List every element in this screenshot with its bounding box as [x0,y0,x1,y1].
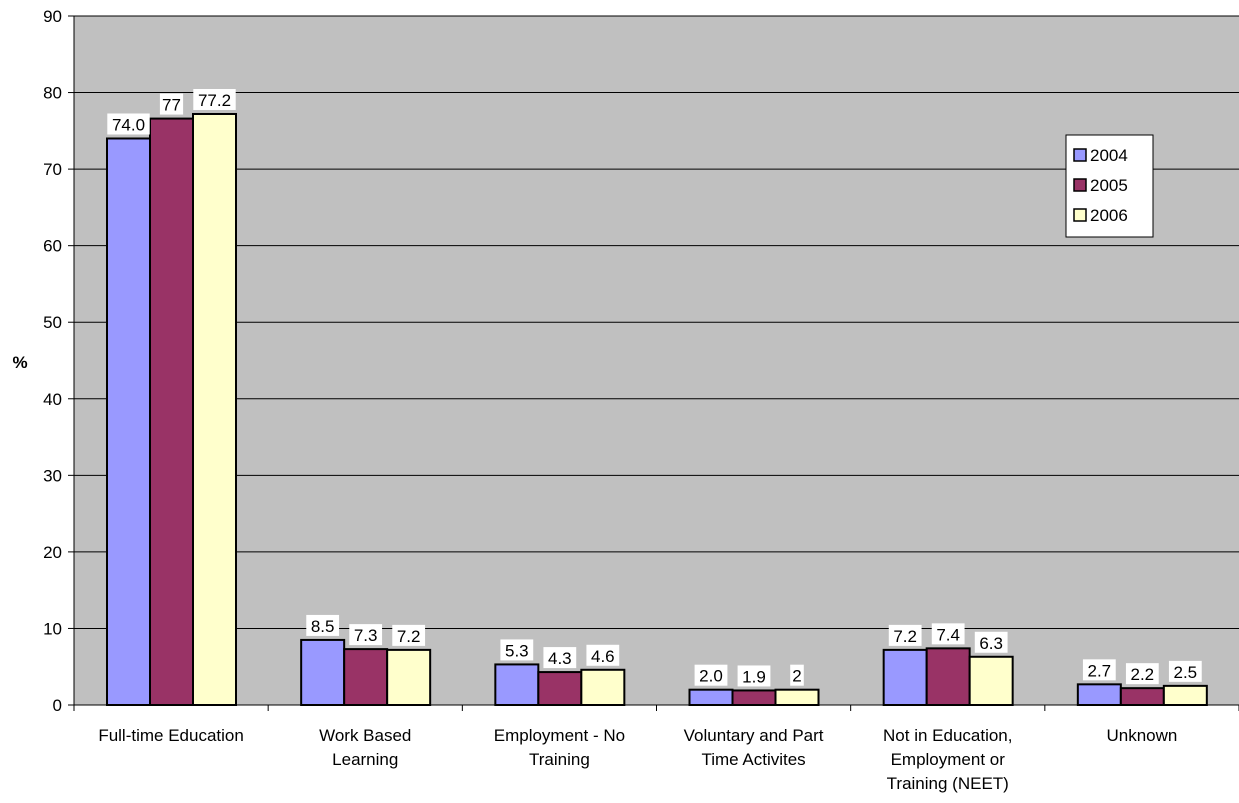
bar [925,647,971,706]
y-tick-label: 30 [43,466,62,485]
data-label-bg [586,644,620,666]
legend-swatch [1073,148,1087,162]
data-label: 2.7 [1088,661,1112,680]
data-label: 2.5 [1174,663,1198,682]
data-label-bg [1125,663,1159,685]
y-tick-label: 20 [43,543,62,562]
data-label: 4.6 [591,647,615,666]
x-category-label: Employment or [891,750,1006,769]
bar [968,655,1014,707]
bar [882,648,928,707]
data-label-bg [790,664,804,686]
data-label: 8.5 [311,617,335,636]
data-label-bg [500,639,534,661]
data-label: 77 [162,96,181,115]
legend-label: 2004 [1090,146,1128,165]
bar [1119,687,1165,706]
bar [343,648,389,706]
data-label: 2.0 [699,667,723,686]
bar [494,663,540,706]
x-category-label: Learning [332,750,398,769]
data-label-bg [349,624,383,646]
data-label: 7.3 [354,626,378,645]
y-tick-label: 90 [43,7,62,26]
x-category-label: Not in Education, [883,726,1012,745]
data-label-bg [737,665,771,687]
x-category-label: Time Activites [701,750,805,769]
legend-swatch [1073,178,1087,192]
legend-label: 2005 [1090,176,1128,195]
data-label: 7.2 [397,627,421,646]
legend-label: 2006 [1090,206,1128,225]
bar [688,688,734,707]
data-label-bg [694,664,728,686]
data-label: 7.2 [893,627,917,646]
data-label-bg [392,624,426,646]
x-category-label: Work Based [319,726,411,745]
legend-swatch [1073,208,1087,222]
plot-area [74,16,1239,705]
data-label: 2 [792,667,801,686]
bar [386,648,432,707]
data-label: 4.3 [548,649,572,668]
y-tick-label: 10 [43,619,62,638]
data-label-bg [306,614,340,636]
bar [537,671,583,707]
data-label: 1.9 [742,667,766,686]
bar [1162,684,1208,706]
data-label-bg [888,624,922,646]
bar [192,112,237,707]
data-label-bg [193,88,236,110]
data-label: 5.3 [505,641,529,660]
data-label: 77.2 [198,91,231,110]
x-category-label: Voluntary and Part [684,726,824,745]
bar [149,117,194,706]
data-label-bg [1082,659,1116,681]
y-tick-label: 80 [43,84,62,103]
x-category-label: Training (NEET) [887,774,1009,793]
data-label-bg [543,647,577,669]
data-label-bg [974,631,1008,653]
bar [731,689,777,707]
bar [300,638,346,707]
y-tick-label: 0 [53,696,62,715]
y-tick-label: 60 [43,237,62,256]
x-category-label: Full-time Education [98,726,244,745]
bar [106,137,151,706]
bar [1076,683,1122,707]
x-category-label: Training [529,750,590,769]
y-axis-label: % [12,353,27,372]
bar [580,668,626,706]
y-tick-label: 70 [43,160,62,179]
data-label: 74.0 [112,115,145,134]
data-label-bg [931,623,965,645]
bar [774,688,820,707]
data-label: 7.4 [936,625,960,644]
y-tick-label: 40 [43,390,62,409]
data-label-bg [159,93,184,115]
x-category-label: Employment - No [494,726,625,745]
data-label: 6.3 [979,634,1003,653]
data-label-bg [1168,660,1202,682]
data-label: 2.2 [1131,665,1155,684]
data-label-bg [107,113,150,135]
y-tick-label: 50 [43,313,62,332]
x-category-label: Unknown [1106,726,1177,745]
